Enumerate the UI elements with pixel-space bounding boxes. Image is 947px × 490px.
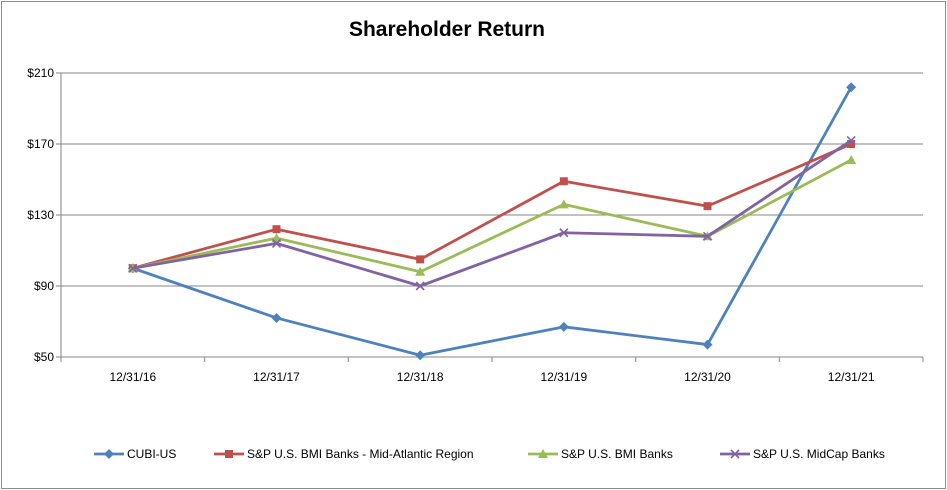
y-tick-label: $210 bbox=[27, 66, 54, 80]
series-lines bbox=[127, 82, 857, 361]
data-point bbox=[128, 263, 138, 273]
legend-label: CUBI-US bbox=[127, 447, 176, 461]
data-point bbox=[846, 82, 857, 93]
chart-title: Shareholder Return bbox=[349, 18, 545, 41]
x-tick-label: 12/31/19 bbox=[540, 370, 587, 384]
series-0 bbox=[127, 82, 857, 361]
y-axis: $50 $90 $130 $170 $210 bbox=[27, 66, 62, 364]
data-point bbox=[271, 238, 282, 248]
series-line bbox=[132, 139, 852, 288]
series-2 bbox=[127, 154, 857, 276]
legend-marker bbox=[538, 449, 548, 458]
data-point bbox=[559, 228, 569, 238]
x-tick-label: 12/31/21 bbox=[828, 370, 875, 384]
legend-label: S&P U.S. BMI Banks - Mid-Atlantic Region bbox=[247, 447, 474, 461]
data-point bbox=[558, 199, 569, 209]
x-tick-label: 12/31/17 bbox=[253, 370, 300, 384]
series-line bbox=[132, 158, 852, 274]
data-point bbox=[415, 350, 426, 361]
series-1 bbox=[128, 140, 856, 273]
data-point bbox=[702, 231, 713, 241]
data-point bbox=[846, 154, 857, 164]
data-point bbox=[559, 177, 568, 186]
x-tick-label: 12/31/20 bbox=[684, 370, 731, 384]
legend-item: CUBI-US bbox=[94, 447, 176, 461]
y-tick-label: $130 bbox=[27, 208, 54, 222]
legend: CUBI-US S&P U.S. BMI Banks - Mid-Atlantic… bbox=[94, 447, 885, 461]
y-tick-label: $90 bbox=[34, 279, 54, 293]
data-point bbox=[703, 202, 712, 211]
data-point bbox=[702, 339, 713, 350]
series-line bbox=[132, 86, 853, 357]
data-point bbox=[415, 281, 425, 291]
data-point bbox=[271, 312, 282, 323]
data-point bbox=[847, 140, 856, 148]
x-tick-label: 12/31/16 bbox=[109, 370, 156, 384]
series-line bbox=[132, 142, 852, 270]
legend-item: S&P U.S. BMI Banks - Mid-Atlantic Region bbox=[214, 447, 474, 461]
y-tick-label: $50 bbox=[34, 350, 54, 364]
legend-marker bbox=[730, 449, 740, 459]
legend-label: S&P U.S. MidCap Banks bbox=[753, 447, 885, 461]
y-tick-label: $170 bbox=[27, 137, 54, 151]
x-axis: 12/31/16 12/31/17 12/31/18 12/31/19 12/31/20… bbox=[60, 356, 924, 384]
legend-item: S&P U.S. BMI Banks bbox=[528, 447, 673, 461]
data-point bbox=[846, 135, 856, 146]
data-point bbox=[415, 266, 426, 276]
data-point bbox=[558, 321, 569, 332]
data-point bbox=[272, 225, 281, 234]
data-point bbox=[416, 255, 425, 264]
legend-label: S&P U.S. BMI Banks bbox=[561, 447, 673, 461]
legend-marker bbox=[104, 449, 114, 459]
series-3 bbox=[128, 135, 856, 291]
legend-marker bbox=[225, 450, 233, 458]
x-tick-label: 12/31/18 bbox=[397, 370, 444, 384]
legend-item: S&P U.S. MidCap Banks bbox=[720, 447, 885, 461]
